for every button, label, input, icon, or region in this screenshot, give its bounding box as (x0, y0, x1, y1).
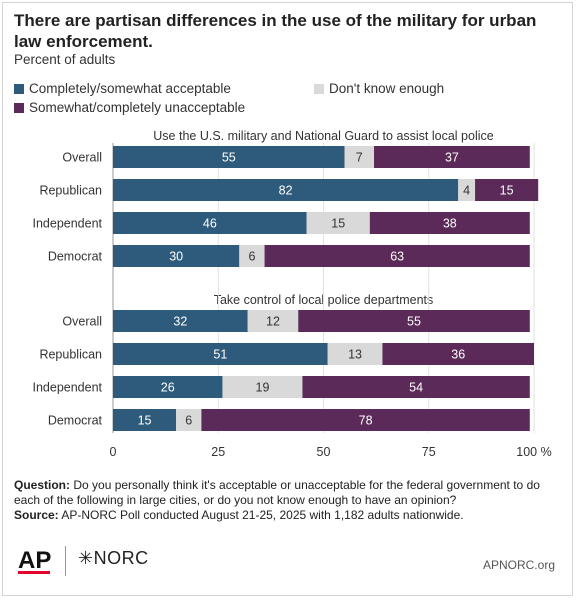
chart-frame (2, 2, 573, 596)
bar-segment-unacceptable (374, 146, 530, 168)
chart-subtitle: Percent of adults (14, 52, 116, 67)
legend-label-dont-know: Don't know enough (329, 81, 445, 96)
bar-segment-unacceptable (475, 179, 539, 201)
bar-segment-dont-know (222, 376, 303, 398)
category-label: Democrat (48, 250, 103, 264)
legend-label-unacceptable: Somewhat/completely unacceptable (29, 100, 246, 115)
data-label-acceptable: 55 (222, 151, 236, 165)
bar-segment-acceptable (113, 212, 307, 234)
data-label-acceptable: 46 (203, 217, 217, 231)
bar-segment-unacceptable (369, 212, 530, 234)
x-tick-label-0: 0 (110, 445, 117, 459)
category-label: Republican (39, 348, 102, 362)
bar-segment-dont-know (344, 146, 375, 168)
legend-label-acceptable: Completely/somewhat acceptable (29, 81, 231, 96)
legend-item-unacceptable: Somewhat/completely unacceptable (14, 100, 245, 115)
data-label-unacceptable: 37 (445, 151, 459, 165)
footer-source: Source: AP-NORC Poll conducted August 21… (14, 508, 562, 523)
chart-footer: Question: Do you personally think it's a… (14, 478, 562, 523)
legend-item-dont-know: Don't know enough (314, 81, 444, 96)
data-label-dont-know: 15 (331, 217, 345, 231)
data-label-unacceptable: 78 (359, 414, 373, 428)
legend-swatch-unacceptable (14, 102, 24, 113)
x-tick-label-100: 100 % (516, 445, 551, 459)
bar-segment-dont-know (458, 179, 476, 201)
data-label-acceptable: 82 (279, 184, 293, 198)
question-text: Do you personally think it's acceptable … (14, 478, 540, 507)
bar-segment-unacceptable (302, 376, 530, 398)
bar-segment-dont-know (176, 409, 202, 431)
logo-separator (65, 546, 66, 576)
ap-logo-text: AP (18, 547, 51, 574)
data-label-unacceptable: 36 (451, 348, 465, 362)
data-label-dont-know: 12 (266, 315, 280, 329)
data-label-unacceptable: 63 (390, 250, 404, 264)
data-label-unacceptable: 38 (443, 217, 457, 231)
category-label: Independent (32, 217, 102, 231)
bar-segment-acceptable (113, 409, 177, 431)
data-label-acceptable: 32 (173, 315, 187, 329)
bar-segment-acceptable (113, 343, 328, 365)
category-label: Republican (39, 184, 102, 198)
data-label-dont-know: 4 (463, 184, 470, 198)
category-label: Overall (62, 315, 102, 329)
footer-question: Question: Do you personally think it's a… (14, 478, 562, 508)
bar-segment-acceptable (113, 310, 248, 332)
norc-logo: ✳NORC (78, 548, 149, 569)
panel-title-military: Use the U.S. military and National Guard… (153, 129, 494, 143)
data-label-acceptable: 26 (161, 381, 175, 395)
legend-item-acceptable: Completely/somewhat acceptable (14, 81, 231, 96)
bar-segment-dont-know (327, 343, 383, 365)
bar-segment-dont-know (247, 310, 299, 332)
bar-segment-dont-know (306, 212, 370, 234)
data-label-unacceptable: 54 (409, 381, 423, 395)
norc-logo-text: NORC (93, 548, 149, 568)
legend-swatch-dont-know (314, 83, 324, 94)
category-label: Overall (62, 151, 102, 165)
asterisk-icon: ✳ (78, 548, 94, 568)
x-tick-label-75: 75 (422, 445, 436, 459)
data-label-acceptable: 30 (169, 250, 183, 264)
bar-segment-unacceptable (382, 343, 534, 365)
site-link[interactable]: APNORC.org (482, 558, 555, 572)
data-label-dont-know: 6 (248, 250, 255, 264)
x-tick-label-25: 25 (211, 445, 225, 459)
legend-swatch-acceptable (14, 83, 24, 94)
data-label-unacceptable: 15 (500, 184, 514, 198)
bar-segment-acceptable (113, 146, 345, 168)
bar-segment-unacceptable (298, 310, 530, 332)
data-label-acceptable: 15 (138, 414, 152, 428)
data-label-unacceptable: 55 (407, 315, 421, 329)
chart-title: There are partisan differences in the us… (14, 11, 537, 51)
category-label: Independent (32, 381, 102, 395)
bar-segment-unacceptable (264, 245, 530, 267)
data-label-dont-know: 13 (348, 348, 362, 362)
data-label-dont-know: 19 (256, 381, 270, 395)
question-label: Question: (14, 478, 70, 492)
data-label-acceptable: 51 (213, 348, 227, 362)
source-label: Source: (14, 508, 59, 522)
ap-logo: AP (18, 547, 51, 574)
data-label-dont-know: 7 (356, 151, 363, 165)
bar-segment-acceptable (113, 376, 223, 398)
data-label-dont-know: 6 (185, 414, 192, 428)
source-text: AP-NORC Poll conducted August 21-25, 202… (61, 508, 464, 522)
bar-segment-acceptable (113, 179, 459, 201)
bar-segment-dont-know (239, 245, 265, 267)
x-tick-label-50: 50 (317, 445, 331, 459)
bar-segment-acceptable (113, 245, 240, 267)
stacked-bar-chart: 0 25 50 75 100 % Overall 55 7 37 Republican 82 4 15 I… (32, 143, 552, 459)
bar-segment-unacceptable (201, 409, 530, 431)
category-label: Democrat (48, 414, 103, 428)
